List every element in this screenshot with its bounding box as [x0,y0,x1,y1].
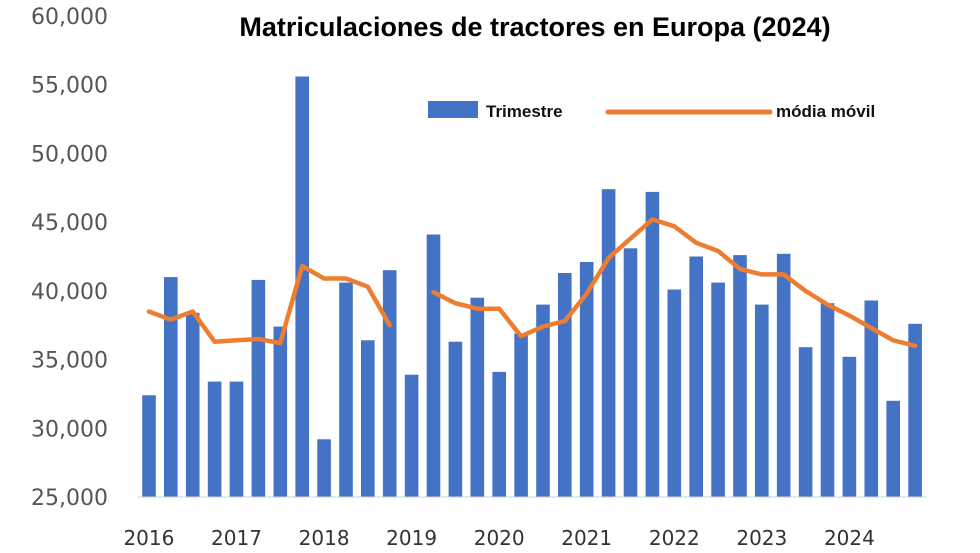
moving-average-line [431,217,918,349]
legend-label-movil: módia móvil [776,102,875,121]
y-tick-label: 25,000 [31,486,108,511]
bar [229,381,244,497]
y-tick-label: 55,000 [31,74,108,99]
bar [295,76,309,497]
x-tick-label: 2019 [386,526,437,550]
legend: Trimestre módia móvil [428,101,875,121]
bar [755,304,769,497]
bar [601,189,616,497]
bar [864,300,879,497]
chart-title: Matriculaciones de tractores en Europa (… [239,12,830,42]
bar [142,395,156,497]
y-tick-label: 40,000 [31,280,108,305]
y-tick-label: 35,000 [31,349,108,374]
bar [711,282,725,497]
legend-label-trimestre: Trimestre [486,102,563,121]
x-tick-label: 2018 [299,526,350,550]
y-tick-label: 45,000 [31,211,108,236]
bar [514,333,528,497]
x-tick-label: 2017 [211,526,262,550]
y-tick-label: 30,000 [31,417,108,442]
bar [207,381,222,497]
bar [842,356,857,497]
x-tick-label: 2024 [824,526,875,550]
legend-swatch-trimestre [428,101,478,118]
y-axis: 25,000 30,000 35,000 40,000 45,000 50,000 55,0… [31,5,108,511]
bar [798,347,813,497]
bar [361,340,375,497]
y-tick-label: 60,000 [31,5,108,30]
bar [251,279,266,497]
bar [317,439,331,497]
x-tick-label: 2023 [736,526,787,550]
bar [820,303,835,497]
bar [623,248,638,497]
x-tick-label: 2020 [474,526,525,550]
bar [776,253,791,497]
moving-average-series [146,217,918,349]
moving-average-line [146,263,392,346]
bar-series [142,76,922,497]
bar [667,289,682,497]
bar [558,273,572,497]
bar [470,297,485,497]
bar [886,400,900,497]
bar [645,191,660,497]
bar [404,374,419,497]
x-axis: 2016 2017 2018 2019 2020 2021 2022 2023 2024 [123,526,874,550]
bar [164,277,178,497]
x-tick-label: 2022 [649,526,700,550]
bar [492,371,506,497]
bar [908,323,922,497]
x-tick-label: 2016 [123,526,174,550]
bar [273,326,288,497]
bar [185,312,200,497]
bar [339,282,353,497]
bar [426,234,441,497]
bar [448,341,463,497]
bar [536,304,550,497]
x-tick-label: 2021 [561,526,612,550]
bar [579,262,594,497]
bar [382,270,397,497]
y-tick-label: 50,000 [31,142,108,167]
bar [733,255,747,497]
bar [689,256,703,497]
